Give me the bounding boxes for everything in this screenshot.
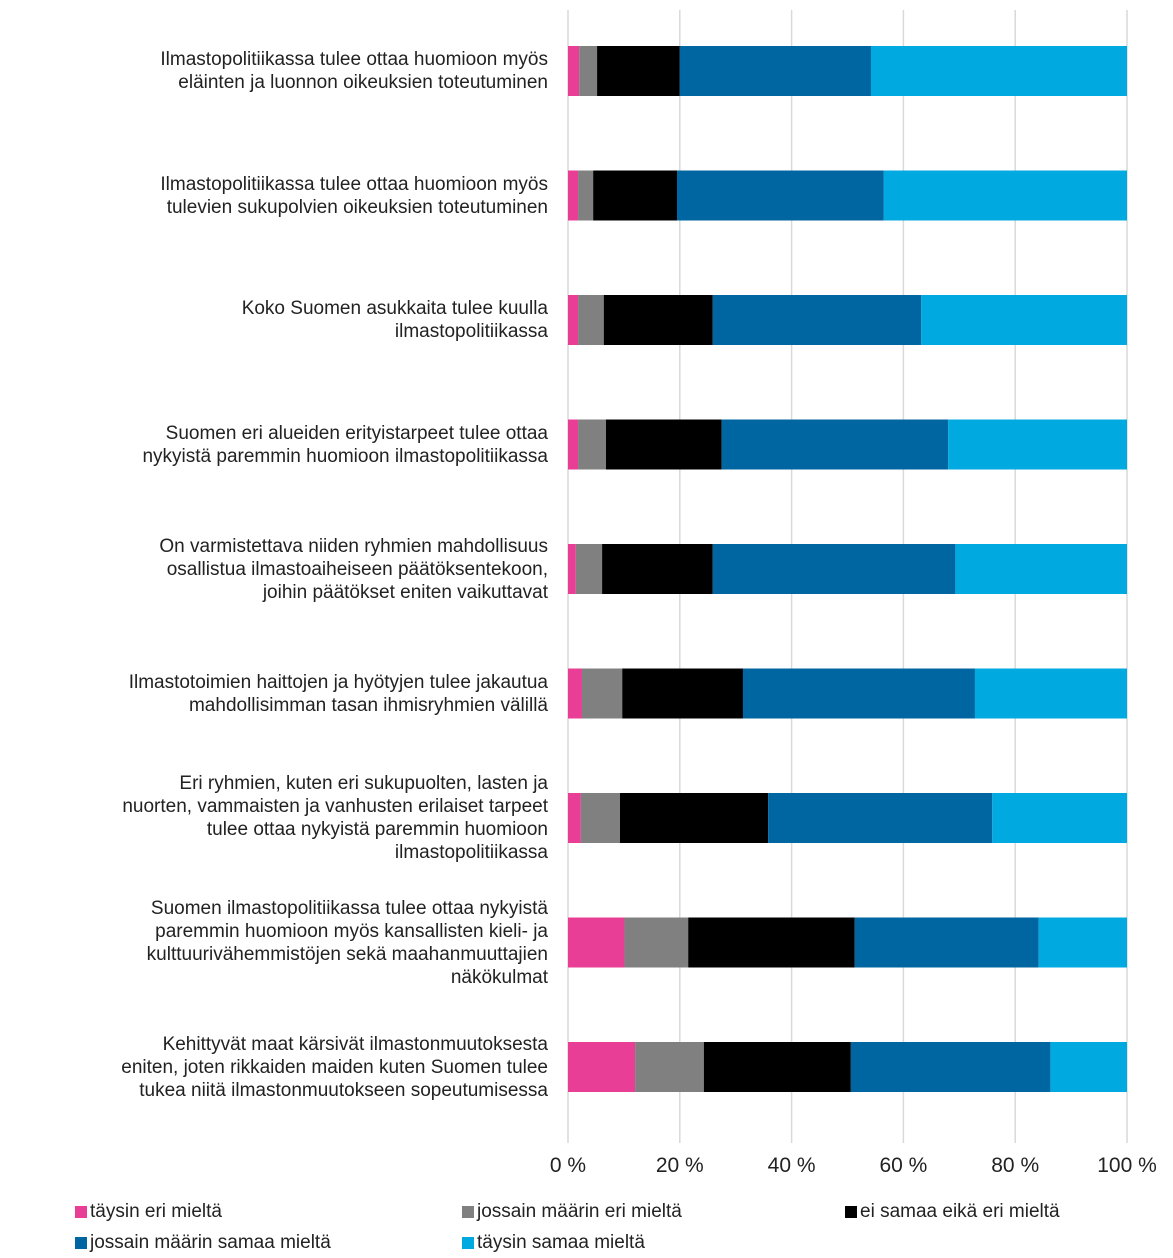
category-label: Suomen ilmastopolitiikassa tulee ottaa n… <box>146 897 548 988</box>
legend-swatch <box>462 1206 474 1218</box>
bar-segment <box>883 170 1127 221</box>
bar-segment <box>568 668 582 719</box>
bar-segment <box>580 793 620 843</box>
category-label: Ilmastotoimien haittojen ja hyötyjen tul… <box>128 671 548 716</box>
bar-segment <box>568 544 576 594</box>
bar-segment <box>568 295 579 345</box>
bar-segment <box>624 917 689 968</box>
bar-segment <box>575 544 603 594</box>
bar-segment <box>992 793 1127 843</box>
bar-segment <box>688 917 855 968</box>
legend-swatch <box>75 1206 87 1218</box>
bar-segment <box>602 544 713 594</box>
bar-segment <box>854 917 1039 968</box>
bar-segment <box>619 793 769 843</box>
legend-item: jossain määrin samaa mieltä <box>75 1232 331 1254</box>
bar-segment <box>597 46 680 96</box>
bar-segment <box>712 544 956 594</box>
bar-segment <box>593 170 678 221</box>
bar-segment <box>921 295 1127 345</box>
x-tick-label: 80 % <box>991 1154 1040 1177</box>
legend-label: jossain määrin eri mieltä <box>477 1201 682 1222</box>
legend-item: jossain määrin eri mieltä <box>462 1201 682 1223</box>
legend-label: jossain määrin samaa mieltä <box>90 1232 331 1253</box>
bar-segment <box>578 170 594 221</box>
bar-segment <box>768 793 993 843</box>
bar-segment <box>1050 1042 1127 1092</box>
bar-segment <box>1038 917 1127 968</box>
category-label: Ilmastopolitiikassa tulee ottaa huomioon… <box>160 49 548 93</box>
x-tick-label: 100 % <box>1097 1154 1157 1177</box>
bar-segment <box>850 1042 1051 1092</box>
bar-segment <box>622 668 743 719</box>
bar-segment <box>568 1042 636 1092</box>
category-label: Koko Suomen asukkaita tulee kuulla ilmas… <box>241 298 548 342</box>
bar-segment <box>579 46 598 96</box>
x-tick-label: 0 % <box>549 1154 587 1177</box>
legend-label: täysin samaa mieltä <box>477 1232 645 1253</box>
bar-segment <box>974 668 1127 719</box>
legend-label: täysin eri mieltä <box>90 1201 222 1222</box>
bar-segment <box>568 46 580 96</box>
bar-segment <box>677 170 884 221</box>
category-label: Suomen eri alueiden erityistarpeet tulee… <box>142 422 548 467</box>
legend-item: täysin eri mieltä <box>75 1201 222 1223</box>
legend-swatch <box>845 1206 857 1218</box>
bar-segment <box>606 419 722 470</box>
category-label: On varmistettava niiden ryhmien mahdolli… <box>159 535 548 603</box>
bar-segment <box>679 46 871 96</box>
bar-segment <box>578 419 607 470</box>
bar-segment <box>568 793 581 843</box>
bar-segment <box>721 419 949 470</box>
category-label: Kehittyvät maat kärsivät ilmastonmuutoks… <box>121 1033 548 1101</box>
bar-segment <box>578 295 604 345</box>
category-label: Eri ryhmien, kuten eri sukupuolten, last… <box>122 773 548 863</box>
legend-swatch <box>462 1237 474 1249</box>
bar-segment <box>568 917 625 968</box>
bar-segment <box>568 419 579 470</box>
x-tick-label: 40 % <box>767 1154 816 1177</box>
bar-segment <box>635 1042 704 1092</box>
x-tick-label: 20 % <box>655 1154 704 1177</box>
legend-swatch <box>75 1237 87 1249</box>
legend-label: ei samaa eikä eri mieltä <box>860 1201 1060 1222</box>
bar-segment <box>603 295 713 345</box>
category-label: Ilmastopolitiikassa tulee ottaa huomioon… <box>160 173 548 218</box>
bar-segment <box>703 1042 851 1092</box>
bar-segment <box>955 544 1127 594</box>
bar-segment <box>712 295 922 345</box>
x-tick-label: 60 % <box>879 1154 928 1177</box>
bar-segment <box>581 668 623 719</box>
bar-segment <box>742 668 975 719</box>
legend-item: ei samaa eikä eri mieltä <box>845 1201 1060 1223</box>
bar-segment <box>870 46 1127 96</box>
bar-segment <box>568 170 579 221</box>
legend-item: täysin samaa mieltä <box>462 1232 645 1254</box>
bar-segment <box>948 419 1127 470</box>
